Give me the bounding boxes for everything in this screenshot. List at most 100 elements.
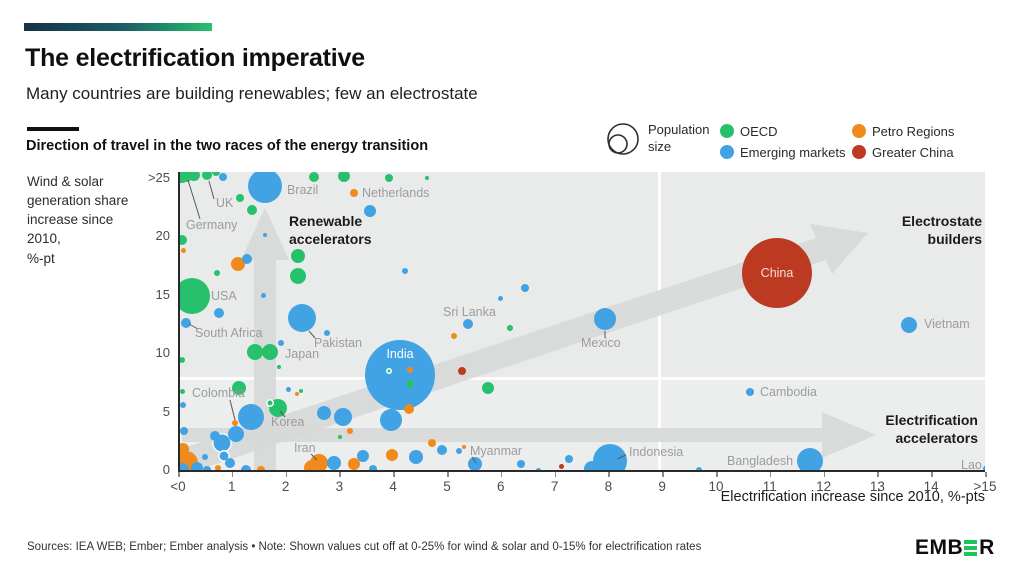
x-tick-mark	[608, 472, 610, 477]
label-pointer-line	[616, 454, 627, 460]
country-label-vietnam: Vietnam	[924, 317, 970, 331]
bubble	[214, 269, 221, 276]
bubble	[326, 455, 341, 470]
bubble	[401, 268, 408, 275]
bubble	[437, 445, 447, 456]
bubble	[219, 172, 228, 181]
y-tick-label: 5	[162, 403, 170, 419]
source-note: Sources: IEA WEB; Ember; Ember analysis …	[27, 541, 702, 553]
x-tick-label: 8	[604, 479, 613, 494]
x-tick-label: <0	[170, 479, 186, 494]
electrification-accelerators-arrow	[182, 412, 876, 458]
bubble	[261, 293, 267, 299]
bubble	[215, 464, 222, 470]
bubble	[278, 339, 285, 346]
x-tick-mark	[662, 472, 664, 477]
label-pointer-line	[208, 180, 215, 200]
bubble	[696, 467, 703, 470]
renewable-accelerators-arrow	[241, 208, 289, 470]
label-pointer-line	[229, 399, 236, 421]
x-tick-mark	[285, 472, 288, 477]
population-size-label: Population size	[648, 122, 710, 154]
bubble	[334, 408, 352, 427]
legend-dot-emerging-markets	[720, 145, 734, 159]
country-label-pakistan: Pakistan	[314, 336, 362, 350]
bubble	[191, 461, 204, 470]
bubble	[379, 408, 402, 431]
bubble-colombia	[231, 420, 238, 427]
bubble	[180, 172, 190, 183]
bubble	[338, 172, 351, 182]
x-tick-mark	[985, 472, 987, 477]
country-label-lao: Lao	[961, 458, 982, 472]
x-tick-label: 14	[923, 479, 939, 494]
bubble	[257, 466, 266, 470]
bubble	[209, 431, 220, 442]
country-label-bangladesh: Bangladesh	[727, 454, 794, 468]
logo-text-left: EMB	[915, 536, 964, 559]
label-pointer-line	[279, 410, 286, 418]
plot-area: Brazil Netherlands UK Germany USA South Afric…	[178, 172, 985, 472]
country-label-mexico: Mexico	[581, 336, 621, 350]
bubble-uk	[201, 172, 212, 180]
country-label-netherlands: Netherlands	[362, 186, 430, 200]
bubble	[180, 442, 190, 455]
bubble	[323, 330, 330, 337]
x-tick-mark	[931, 472, 933, 477]
country-label-uk: UK	[216, 196, 234, 210]
page-subtitle: Many countries are building renewables; …	[26, 84, 478, 103]
annotation-renewable: Renewable accelerators	[289, 213, 372, 247]
x-tick-mark	[447, 472, 449, 477]
bubble	[180, 401, 187, 408]
bubble	[180, 247, 186, 253]
bubble	[406, 379, 415, 388]
label-pointer-line	[187, 179, 201, 220]
bubble-bangladesh	[796, 447, 823, 470]
x-tick-label: >15	[973, 479, 997, 494]
x-tick-label: 9	[658, 479, 666, 494]
x-tick-label: 6	[497, 479, 505, 494]
bubble	[559, 463, 565, 469]
bubble	[584, 460, 601, 470]
bubble	[180, 389, 185, 395]
country-label-usa: USA	[211, 289, 237, 303]
country-label-brazil: Brazil	[287, 183, 319, 197]
bubble	[238, 404, 265, 431]
bubble	[290, 249, 305, 264]
electrostate-builders-arrow	[180, 224, 868, 470]
bubble	[407, 366, 414, 373]
y-tick-label: 15	[155, 286, 170, 302]
country-label-india: India	[386, 347, 414, 361]
bubble	[225, 457, 236, 468]
ember-logo: EMB R	[915, 536, 995, 560]
bubble	[372, 392, 381, 401]
country-label-colombia: Colombia	[192, 386, 245, 400]
label-pointer-line	[310, 453, 318, 461]
bubble-china	[742, 237, 813, 308]
bubble	[384, 174, 393, 182]
x-tick-mark	[769, 472, 772, 477]
bubble-sri-lanka	[462, 319, 473, 329]
legend-dot-greater-china	[852, 145, 866, 159]
bubble	[356, 449, 369, 462]
logo-green-e-icon	[964, 539, 978, 556]
bubble	[232, 381, 247, 396]
bubble-south-africa	[180, 317, 191, 328]
bubble-lao	[983, 464, 985, 470]
x-tick-label: 5	[443, 479, 451, 494]
x-tick-label: 2	[281, 479, 290, 494]
bubble	[385, 448, 398, 461]
bubble	[536, 467, 542, 470]
bubble	[337, 435, 342, 440]
page-title: The electrification imperative	[25, 44, 365, 72]
y-tick-label: 0	[162, 462, 170, 477]
bubble	[246, 344, 263, 361]
bubble	[564, 455, 573, 464]
legend-label-emerging-markets: Emerging markets	[740, 145, 846, 160]
country-label-south-africa: South Africa	[195, 326, 263, 340]
x-tick-label: 4	[389, 479, 397, 494]
bubble	[450, 332, 457, 339]
bubble	[180, 234, 188, 245]
bubble-pakistan	[288, 304, 317, 333]
x-tick-mark	[554, 472, 557, 477]
